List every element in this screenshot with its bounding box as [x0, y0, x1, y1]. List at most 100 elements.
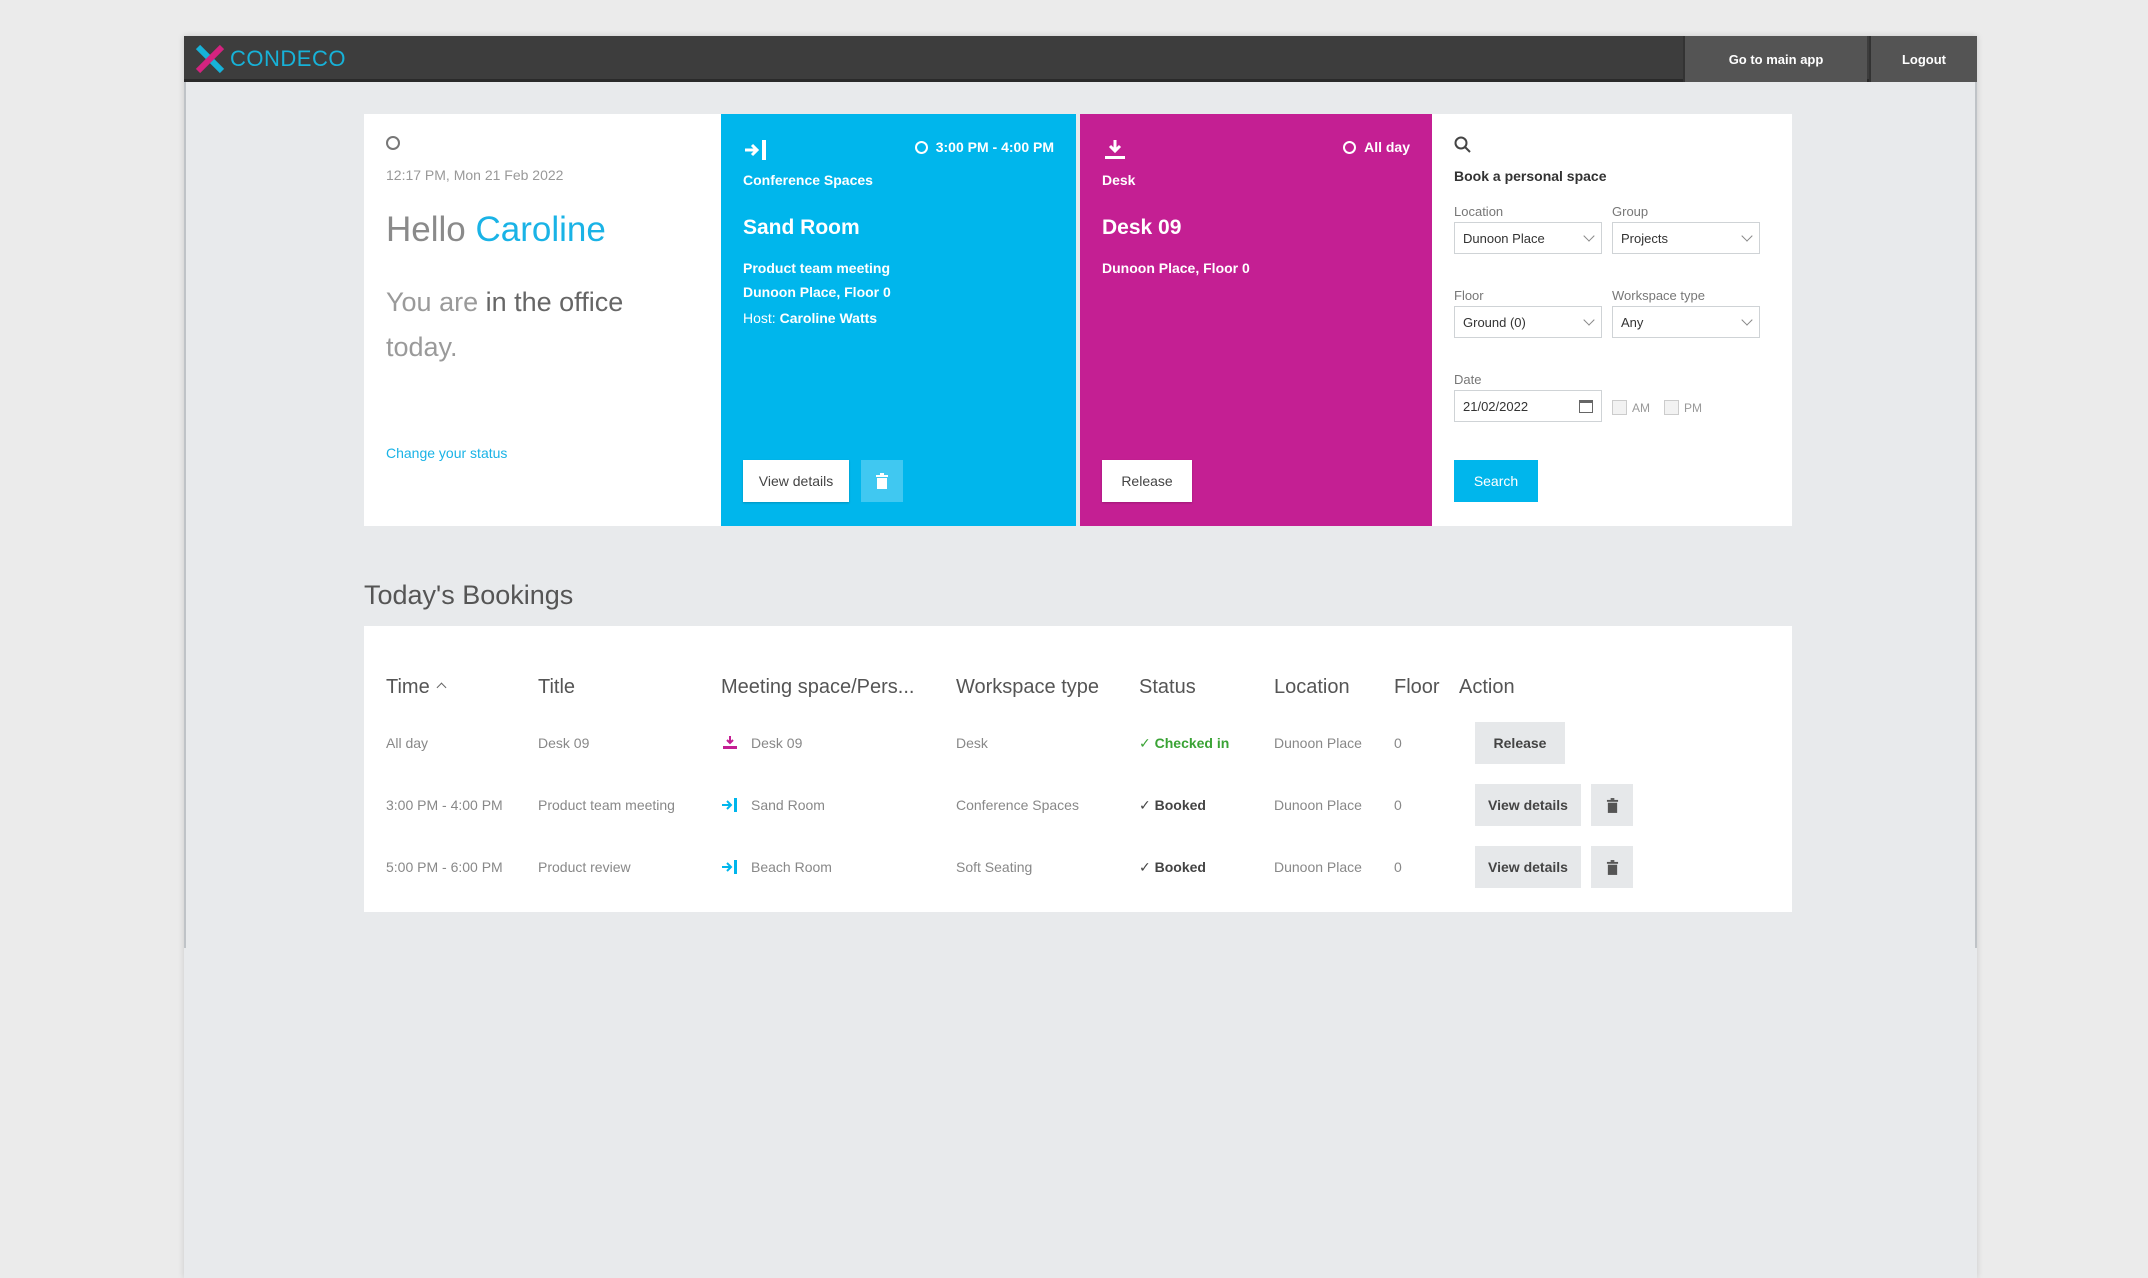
room-time: 3:00 PM - 4:00 PM	[914, 139, 1054, 155]
clock-icon	[1343, 140, 1357, 154]
column-header-floor[interactable]: Floor	[1394, 676, 1440, 698]
date-label: Date	[1454, 372, 1482, 387]
right-border	[1975, 82, 1977, 948]
am-label: AM	[1632, 401, 1650, 415]
column-header-location[interactable]: Location	[1274, 676, 1350, 698]
desk-title: Desk 09	[1102, 216, 1182, 239]
group-value: Projects	[1621, 230, 1668, 246]
room-location: Dunoon Place, Floor 0	[743, 284, 891, 300]
trash-icon	[1606, 859, 1618, 875]
room-booking-card: 3:00 PM - 4:00 PM Conference Spaces Sand…	[721, 114, 1076, 526]
desk-time: All day	[1343, 139, 1410, 155]
date-input[interactable]: 21/02/2022	[1454, 390, 1602, 422]
workspace-type-value: Any	[1621, 314, 1644, 330]
floor-value: Ground (0)	[1463, 314, 1526, 330]
row-space: Desk 09	[721, 712, 802, 774]
today-text: today.	[386, 332, 458, 362]
row-location: Dunoon Place	[1274, 859, 1362, 875]
trash-icon	[876, 473, 888, 489]
pm-checkbox[interactable]	[1664, 400, 1679, 415]
floor-select[interactable]: Ground (0)	[1454, 306, 1602, 338]
floor-label: Floor	[1454, 288, 1484, 303]
group-label: Group	[1612, 204, 1649, 219]
host-label: Host:	[743, 310, 776, 326]
table-row: All day Desk 09 Desk 09 Desk ✓ Checked i…	[364, 712, 1792, 774]
row-floor: 0	[1394, 735, 1402, 751]
desk-location: Dunoon Place, Floor 0	[1102, 260, 1250, 276]
row-time: All day	[386, 735, 429, 751]
table-row: 5:00 PM - 6:00 PM Product review Beach R…	[364, 836, 1792, 898]
row-location: Dunoon Place	[1274, 735, 1362, 751]
row-title: Desk 09	[538, 735, 590, 751]
chevron-down-icon	[1741, 230, 1753, 242]
row-space-name: Beach Room	[751, 859, 832, 875]
view-details-button[interactable]: View details	[1475, 846, 1581, 888]
workspace-type-label: Workspace type	[1612, 288, 1705, 303]
group-select[interactable]: Projects	[1612, 222, 1760, 254]
search-button[interactable]: Search	[1454, 460, 1538, 502]
row-type: Conference Spaces	[956, 797, 1079, 813]
view-details-button[interactable]: View details	[1475, 784, 1581, 826]
row-type: Soft Seating	[956, 859, 1033, 875]
workspace-type-select[interactable]: Any	[1612, 306, 1760, 338]
room-entry-icon	[745, 140, 766, 160]
change-status-link[interactable]: Change your status	[386, 445, 508, 461]
row-space-name: Desk 09	[751, 735, 803, 751]
row-title: Product review	[538, 859, 631, 875]
sort-ascending-icon	[436, 682, 447, 693]
date-value: 21/02/2022	[1463, 398, 1529, 414]
time-header-label: Time	[386, 676, 430, 698]
trash-icon	[1606, 797, 1618, 813]
desk-booking-card: All day Desk Desk 09 Dunoon Place, Floor…	[1080, 114, 1432, 526]
logo-text: CONDECO	[230, 46, 346, 71]
you-are-text: You are	[386, 287, 479, 317]
clock-icon	[914, 140, 928, 154]
left-border	[184, 82, 186, 948]
row-floor: 0	[1394, 797, 1402, 813]
room-entry-icon	[722, 860, 737, 874]
chevron-down-icon	[1741, 314, 1753, 326]
room-meeting: Product team meeting	[743, 260, 891, 276]
release-button[interactable]: Release	[1475, 722, 1565, 764]
location-select[interactable]: Dunoon Place	[1454, 222, 1602, 254]
clock-icon	[386, 136, 400, 150]
location-label: Location	[1454, 204, 1504, 219]
host-name: Caroline Watts	[779, 310, 878, 326]
hello-text: Hello	[386, 210, 466, 249]
room-time-text: 3:00 PM - 4:00 PM	[935, 139, 1054, 155]
column-header-space[interactable]: Meeting space/Pers...	[721, 676, 915, 698]
app-window: CONDECO Go to main app Logout 12:17 PM, …	[184, 36, 1977, 1278]
row-status-text: Booked	[1154, 797, 1206, 813]
book-space-card: Book a personal space Location Dunoon Pl…	[1432, 114, 1792, 526]
book-space-title: Book a personal space	[1454, 168, 1607, 184]
view-details-button[interactable]: View details	[743, 460, 849, 502]
row-space: Sand Room	[721, 774, 825, 836]
column-header-time[interactable]: Time	[386, 676, 447, 699]
logout-button[interactable]: Logout	[1869, 36, 1977, 82]
top-bar: CONDECO Go to main app Logout	[184, 36, 1977, 82]
pm-label: PM	[1684, 401, 1702, 415]
column-header-title[interactable]: Title	[538, 676, 576, 698]
row-status: ✓ Checked in	[1139, 734, 1230, 752]
delete-booking-button[interactable]	[1591, 846, 1633, 888]
column-header-status[interactable]: Status	[1139, 676, 1196, 698]
condeco-logo-icon	[195, 44, 225, 74]
delete-booking-button[interactable]	[861, 460, 903, 502]
row-time: 3:00 PM - 4:00 PM	[386, 797, 503, 813]
release-button[interactable]: Release	[1102, 460, 1192, 502]
condeco-logo[interactable]: CONDECO	[194, 42, 346, 76]
desk-icon	[723, 736, 737, 749]
go-to-main-app-button[interactable]: Go to main app	[1683, 36, 1867, 82]
row-location: Dunoon Place	[1274, 797, 1362, 813]
column-header-workspace-type[interactable]: Workspace type	[956, 676, 1100, 698]
room-host: Host: Caroline Watts	[743, 310, 877, 326]
desk-icon	[1105, 140, 1125, 159]
search-icon	[1454, 136, 1471, 153]
delete-booking-button[interactable]	[1591, 784, 1633, 826]
am-checkbox[interactable]	[1612, 400, 1627, 415]
calendar-icon[interactable]	[1579, 399, 1593, 413]
status-card: 12:17 PM, Mon 21 Feb 2022 Hello Caroline…	[364, 114, 721, 526]
column-header-action: Action	[1459, 676, 1515, 698]
location-value: Dunoon Place	[1463, 230, 1545, 246]
user-name: Caroline	[475, 210, 606, 249]
